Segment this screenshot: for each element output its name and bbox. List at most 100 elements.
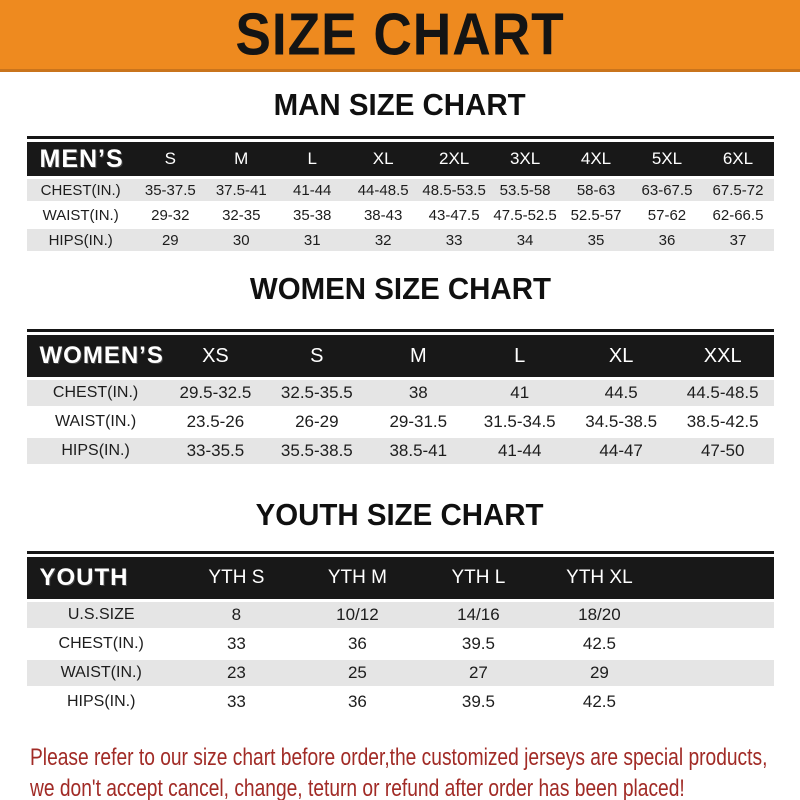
man-size-chart-heading: MAN SIZE CHART [274,87,526,122]
size-value-cell: 23 [175,660,297,686]
size-value-cell: 39.5 [417,689,539,715]
size-value-cell: 35-38 [276,204,348,226]
disclaimer-note: Please refer to our size chart before or… [0,742,800,800]
size-column-header: S [266,335,368,377]
size-column-header: 6XL [702,142,774,176]
size-value-cell: 34.5-38.5 [570,409,672,435]
measurement-label: WAIST(IN.) [26,409,165,435]
size-value-cell: 33 [418,229,490,251]
size-value-cell: 41 [469,380,571,406]
page-title: SIZE CHART [235,0,565,68]
size-value-cell: 29-31.5 [367,409,469,435]
size-value-cell: 41-44 [276,179,348,201]
size-value-cell: 37.5-41 [205,179,277,201]
size-value-cell: 29.5-32.5 [164,380,267,406]
size-value-cell: 38 [367,380,469,406]
size-value-cell: 36 [631,229,703,251]
size-value-cell: 38.5-42.5 [671,409,774,435]
measurement-row: WAIST(IN.) 23.5-26 26-29 29-31.5 31.5-34.5 34… [26,409,774,435]
size-value-cell: 36 [296,631,418,657]
size-column-header: XXL [671,335,774,377]
size-value-cell: 62-66.5 [702,204,774,226]
size-value-cell: 63-67.5 [631,179,703,201]
measurement-label: CHEST(IN.) [26,631,176,657]
size-value-cell: 53.5-58 [489,179,561,201]
youth-size-chart-heading: YOUTH SIZE CHART [256,497,544,532]
measurement-row: HIPS(IN.) 33-35.5 35.5-38.5 38.5-41 41-44 44-… [26,438,774,464]
size-value-cell: 44-47 [570,438,672,464]
size-value-cell: 26-29 [266,409,368,435]
size-value-cell: 34 [489,229,561,251]
women-size-chart-heading: WOMEN SIZE CHART [249,271,551,306]
size-column-header: YTH XL [538,557,660,599]
measurement-row: CHEST(IN.) 33 36 39.5 42.5 [26,631,774,657]
size-value-cell: 32.5-35.5 [266,380,368,406]
size-value-cell: 8 [175,602,297,628]
size-value-cell: 43-47.5 [418,204,490,226]
size-value-cell: 44.5-48.5 [671,380,774,406]
size-value-cell: 35.5-38.5 [266,438,368,464]
measurement-label: HIPS(IN.) [26,438,165,464]
size-column-header: YTH S [175,557,297,599]
blank-cell [659,689,774,715]
size-value-cell: 29 [134,229,206,251]
size-value-cell: 10/12 [296,602,418,628]
size-column-header: S [134,142,206,176]
size-chart-banner: SIZE CHART [0,0,800,72]
size-value-cell: 42.5 [538,631,660,657]
size-column-header: L [276,142,348,176]
size-value-cell: 37 [702,229,774,251]
size-value-cell: 35 [560,229,632,251]
size-value-cell: 18/20 [538,602,660,628]
measurement-row: U.S.SIZE 8 10/12 14/16 18/20 [26,602,774,628]
size-value-cell: 47.5-52.5 [489,204,561,226]
measurement-label: WAIST(IN.) [26,660,176,686]
size-value-cell: 14/16 [417,602,539,628]
youth-size-table: YOUTH YTH S YTH M YTH L YTH XL U.S.SIZE 8 10/1… [26,551,774,718]
size-value-cell: 29-32 [134,204,206,226]
size-value-cell: 31.5-34.5 [469,409,571,435]
size-value-cell: 32-35 [205,204,277,226]
size-value-cell: 41-44 [469,438,571,464]
size-value-cell: 33 [175,631,297,657]
women-header-row: WOMEN’S XS S M L XL XXL [26,335,774,377]
size-value-cell: 27 [417,660,539,686]
women-size-table: WOMEN’S XS S M L XL XXL CHEST(IN.) 29.5-32.5 32.… [26,329,774,467]
youth-header-row: YOUTH YTH S YTH M YTH L YTH XL [26,557,774,599]
measurement-label: WAIST(IN.) [26,204,135,226]
measurement-label: CHEST(IN.) [26,179,135,201]
size-value-cell: 36 [296,689,418,715]
size-value-cell: 30 [205,229,277,251]
size-column-header: YTH L [417,557,539,599]
size-value-cell: 38.5-41 [367,438,469,464]
size-value-cell: 33 [175,689,297,715]
table-group-label: MEN’S [26,142,135,176]
men-header-row: MEN’S S M L XL 2XL 3XL 4XL 5XL 6XL [26,142,774,176]
measurement-row: HIPS(IN.) 29 30 31 32 33 34 35 36 37 [26,229,774,251]
size-column-header: M [205,142,277,176]
measurement-row: HIPS(IN.) 33 36 39.5 42.5 [26,689,774,715]
blank-header-cell [659,557,774,599]
size-column-header: XL [347,142,419,176]
size-column-header: XL [570,335,672,377]
size-value-cell: 47-50 [671,438,774,464]
size-value-cell: 57-62 [631,204,703,226]
size-value-cell: 33-35.5 [164,438,267,464]
size-value-cell: 32 [347,229,419,251]
size-value-cell: 38-43 [347,204,419,226]
measurement-row: WAIST(IN.) 29-32 32-35 35-38 38-43 43-47.5 47.… [26,204,774,226]
size-value-cell: 58-63 [560,179,632,201]
size-value-cell: 31 [276,229,348,251]
measurement-label: HIPS(IN.) [26,689,176,715]
size-column-header: 4XL [560,142,632,176]
size-value-cell: 67.5-72 [702,179,774,201]
blank-cell [659,660,774,686]
size-value-cell: 35-37.5 [134,179,206,201]
table-group-label: YOUTH [26,557,176,599]
size-value-cell: 48.5-53.5 [418,179,490,201]
size-value-cell: 23.5-26 [164,409,267,435]
measurement-row: CHEST(IN.) 29.5-32.5 32.5-35.5 38 41 44.5 44.5… [26,380,774,406]
size-column-header: 5XL [631,142,703,176]
size-column-header: XS [164,335,267,377]
blank-cell [659,631,774,657]
